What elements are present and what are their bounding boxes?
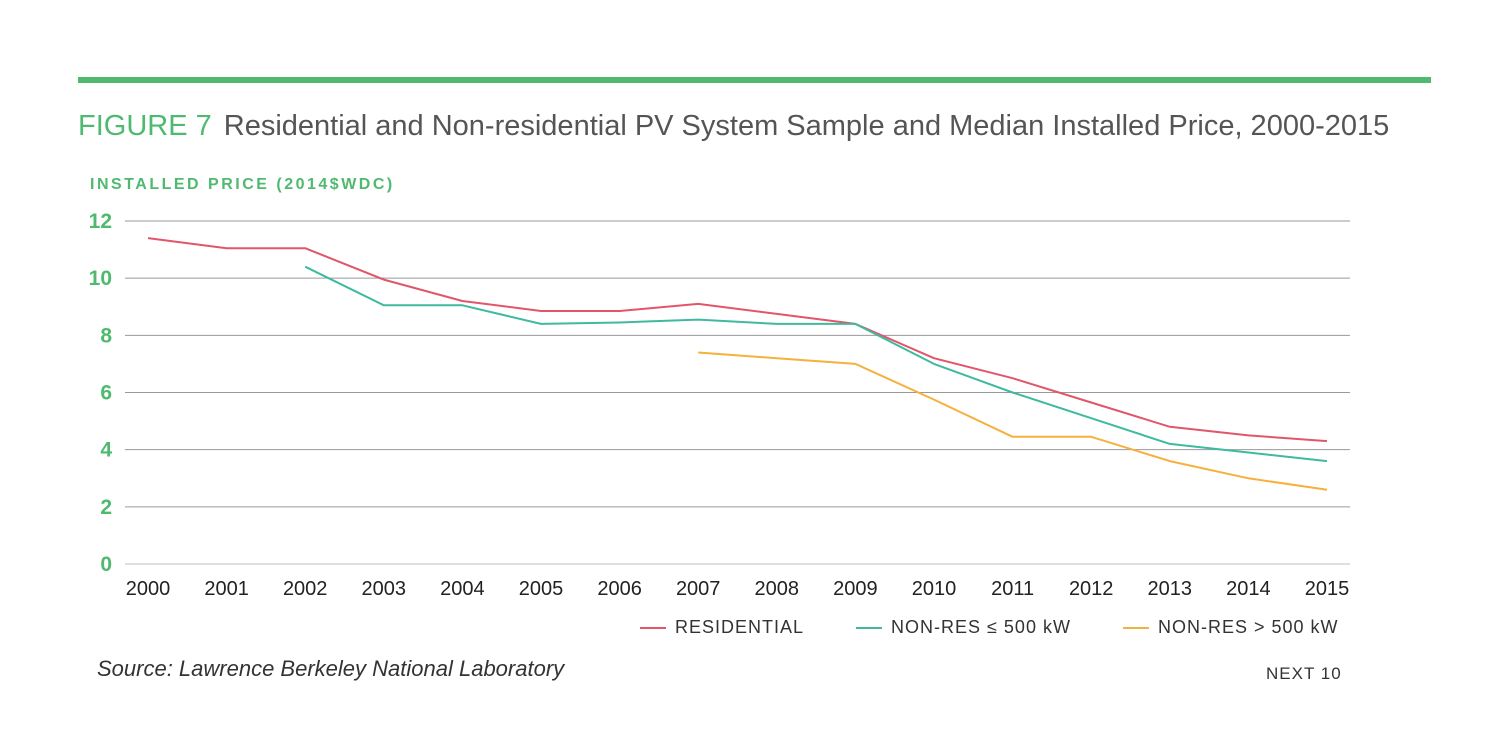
- y-tick-label: 0: [100, 553, 112, 576]
- series-line-0: [147, 237, 1328, 443]
- y-tick-label: 10: [89, 267, 112, 290]
- figure-number: FIGURE 7: [78, 110, 212, 142]
- x-tick-label: 2004: [440, 578, 485, 600]
- x-tick-label: 2013: [1148, 578, 1193, 600]
- brand-label: NEXT 10: [1266, 664, 1342, 683]
- x-tick-label: 2007: [676, 578, 721, 600]
- series-line-1: [304, 265, 1328, 463]
- x-tick-label: 2012: [1069, 578, 1114, 600]
- x-tick-label: 2000: [126, 578, 171, 600]
- y-tick-label: 2: [100, 496, 112, 519]
- legend-item-nonres-small: NON-RES ≤ 500 kW: [856, 617, 1071, 638]
- legend-item-residential: RESIDENTIAL: [640, 617, 804, 638]
- x-tick-label: 2011: [991, 578, 1034, 600]
- legend-item-nonres-large: NON-RES > 500 kW: [1122, 617, 1339, 638]
- source-note: Source: Lawrence Berkeley National Labor…: [97, 656, 565, 681]
- x-tick-label: 2003: [362, 578, 407, 600]
- x-tick-label: 2015: [1305, 578, 1350, 600]
- figure-title-text: Residential and Non-residential PV Syste…: [223, 110, 1390, 142]
- x-tick-label: 2006: [597, 578, 642, 600]
- y-tick-label: 6: [100, 382, 112, 405]
- x-tick-label: 2014: [1226, 578, 1271, 600]
- legend-label-nonres-small: NON-RES ≤ 500 kW: [891, 617, 1071, 637]
- x-tick-label: 2005: [519, 578, 564, 600]
- legend-swatch-nonres-large: [1122, 626, 1149, 629]
- legend-label-nonres-large: NON-RES > 500 kW: [1157, 617, 1339, 637]
- figure-title: FIGURE 7 Residential and Non-residential …: [78, 110, 1389, 143]
- y-tick-label: 4: [100, 439, 112, 462]
- y-tick-label: 8: [100, 324, 112, 347]
- y-tick-label: 12: [89, 210, 112, 233]
- x-tick-label: 2010: [912, 578, 957, 600]
- x-tick-label: 2008: [755, 578, 800, 600]
- legend: RESIDENTIAL NON-RES ≤ 500 kW NON-RES > 5…: [640, 617, 1339, 638]
- series-line-2: [698, 351, 1328, 491]
- legend-swatch-residential: [640, 626, 666, 629]
- x-tick-label: 2002: [283, 578, 328, 600]
- y-axis-label: INSTALLED PRICE (2014$WDC): [90, 176, 395, 193]
- x-tick-label: 2001: [204, 578, 249, 600]
- x-tick-label: 2009: [833, 578, 878, 600]
- top-rule: [78, 77, 1431, 83]
- legend-swatch-nonres-small: [856, 626, 883, 629]
- legend-label-residential: RESIDENTIAL: [675, 617, 805, 637]
